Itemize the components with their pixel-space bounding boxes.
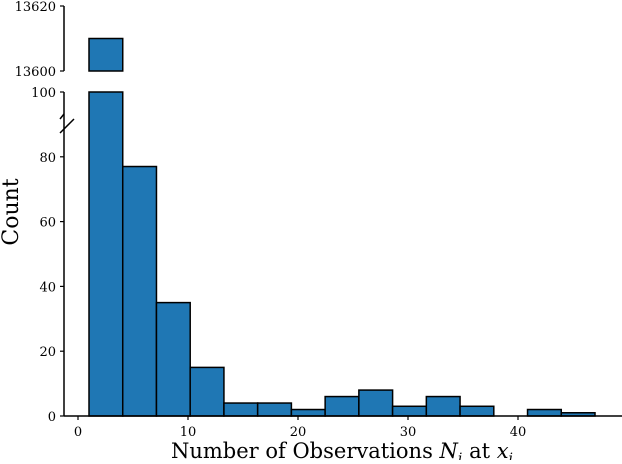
y-axis-label: Count bbox=[0, 178, 24, 245]
y-tick-label: 13620 bbox=[15, 0, 56, 15]
histogram-bar bbox=[459, 405, 495, 417]
histogram-bar bbox=[324, 395, 360, 417]
axis-break-mark bbox=[59, 118, 75, 134]
x-tick-label: 0 bbox=[74, 425, 82, 440]
histogram-bar bbox=[358, 389, 394, 417]
x-tick-label: 40 bbox=[510, 425, 527, 440]
histogram-bar bbox=[391, 405, 428, 417]
y-tick-label: 20 bbox=[39, 345, 56, 360]
histogram-bar bbox=[425, 395, 461, 417]
histogram-bar bbox=[290, 408, 326, 417]
x-tick-label: 30 bbox=[400, 425, 417, 440]
y-tick-label: 0 bbox=[48, 410, 56, 425]
x-axis-label: Number of Observations Ni at xi bbox=[171, 439, 513, 460]
x-tick-label: 10 bbox=[180, 425, 197, 440]
y-tick-label: 60 bbox=[39, 216, 56, 231]
axis-break-gap bbox=[60, 72, 140, 91]
y-tick-label: 100 bbox=[31, 86, 56, 101]
y-tick-label: 80 bbox=[39, 151, 56, 166]
histogram-bar bbox=[155, 301, 191, 417]
histogram-bar bbox=[189, 366, 225, 417]
y-tick-label: 40 bbox=[39, 280, 56, 295]
histogram-bar-lower bbox=[88, 91, 124, 417]
histogram-bar bbox=[526, 408, 563, 417]
histogram-bar-upper bbox=[88, 37, 124, 72]
y-tick-label: 13600 bbox=[15, 65, 56, 80]
histogram-bar bbox=[256, 402, 293, 417]
axis-break-mark bbox=[59, 113, 65, 120]
histogram-bar bbox=[223, 402, 259, 417]
x-tick-label: 20 bbox=[290, 425, 307, 440]
bars-group bbox=[60, 37, 596, 417]
histogram-bar bbox=[121, 165, 158, 417]
axes-group: 0 20 40 60 80 100 13600 13620 0 10 20 30 40 bbox=[15, 0, 622, 440]
